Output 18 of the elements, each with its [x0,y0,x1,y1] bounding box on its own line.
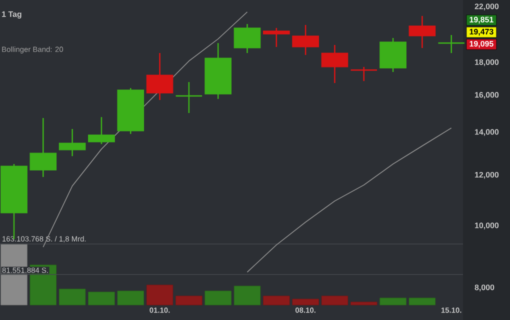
bar [263,296,290,306]
candlestick [438,34,466,54]
bar [58,288,86,306]
bar [321,296,348,306]
candlestick [175,81,203,114]
candlestick [350,66,378,82]
bar [117,290,144,306]
bar [234,286,261,306]
bar [408,298,436,306]
bar [292,298,319,306]
bar [380,298,406,306]
bar [176,296,202,306]
bar [88,292,115,306]
bar [146,284,174,306]
line-series [246,128,452,273]
bar [204,290,232,306]
candlestick [262,27,290,48]
bar [350,302,378,306]
